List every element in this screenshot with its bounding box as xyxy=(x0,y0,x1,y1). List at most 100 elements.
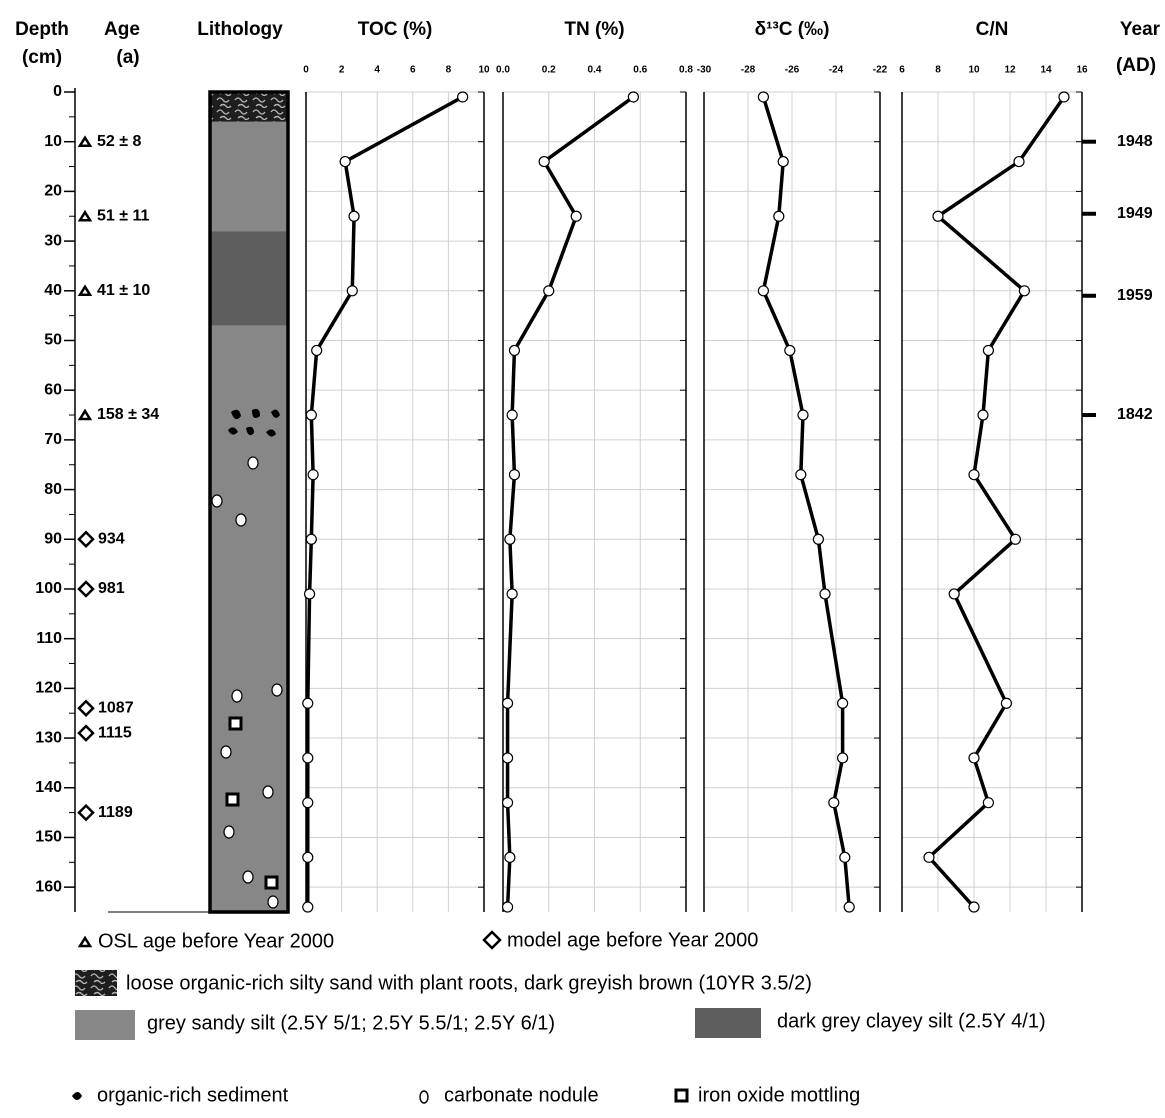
x-tick-label: 0.8 xyxy=(679,65,693,76)
y-tick-label: 30 xyxy=(44,232,62,249)
lithology-frame xyxy=(208,90,290,914)
data-point xyxy=(305,533,317,545)
data-point xyxy=(302,851,314,863)
data-point xyxy=(828,797,840,809)
data-point xyxy=(777,155,789,168)
data-point xyxy=(1013,155,1025,168)
y-tick-label: 100 xyxy=(35,580,62,597)
x-tick-label: -28 xyxy=(741,65,756,76)
legend-label: dark grey clayey silt (2.5Y 4/1) xyxy=(777,1010,1046,1032)
data-point xyxy=(948,588,960,600)
y-tick-label: 80 xyxy=(44,481,62,498)
x-tick-label: -30 xyxy=(697,65,712,76)
lithology-layer xyxy=(210,121,288,232)
y-tick-label: 10 xyxy=(44,133,62,150)
y-tick-label: 150 xyxy=(35,829,62,846)
model-age-marker xyxy=(77,803,95,822)
data-point xyxy=(819,588,831,600)
y-tick-label: 90 xyxy=(44,530,62,547)
lithology-column xyxy=(208,90,290,914)
osl-age-label: 41 ± 10 xyxy=(97,282,150,299)
x-tick-label: -26 xyxy=(785,65,800,76)
model-age-label: 1087 xyxy=(98,699,134,716)
lithology-layer xyxy=(210,231,288,326)
data-point xyxy=(757,285,770,297)
model-age-marker xyxy=(77,580,95,598)
data-point xyxy=(812,533,825,545)
header: Age xyxy=(104,19,140,40)
data-point xyxy=(501,752,514,764)
data-point xyxy=(311,344,323,357)
data-point xyxy=(348,210,360,222)
data-point xyxy=(504,851,516,863)
data-point xyxy=(839,851,851,863)
legend-symbol xyxy=(482,930,502,950)
data-point xyxy=(457,91,469,103)
data-point xyxy=(543,285,555,297)
data-point xyxy=(1058,91,1070,103)
data-point xyxy=(977,409,989,421)
x-tick-label: 0.2 xyxy=(542,65,556,76)
data-point xyxy=(1000,697,1013,709)
data-point xyxy=(346,285,358,297)
legend-label: model age before Year 2000 xyxy=(507,929,758,951)
data-point xyxy=(968,752,980,764)
data-point xyxy=(501,901,514,913)
y-tick-label: 0 xyxy=(53,83,62,100)
x-tick-label: 10 xyxy=(478,65,490,76)
model-age-marker xyxy=(77,724,95,742)
header: (a) xyxy=(116,47,139,68)
data-point xyxy=(508,469,521,481)
osl-age-marker xyxy=(77,284,93,297)
lithology-layer xyxy=(210,92,288,122)
data-point xyxy=(302,797,314,809)
panel-title: C/N xyxy=(976,19,1009,40)
year-label: 1842 xyxy=(1117,406,1153,423)
year-label: 1959 xyxy=(1117,287,1153,304)
x-tick-label: 0 xyxy=(303,65,309,76)
data-point xyxy=(1018,285,1031,297)
lithology-layer xyxy=(210,325,288,912)
year-label: 1948 xyxy=(1117,133,1153,150)
data-point xyxy=(932,210,944,222)
data-point xyxy=(339,155,351,168)
data-point xyxy=(305,409,317,421)
data-point xyxy=(836,752,849,764)
legend-symbol xyxy=(77,935,93,948)
profile-line xyxy=(927,95,1066,909)
x-tick-label: 14 xyxy=(1040,65,1052,76)
data-point xyxy=(627,91,639,103)
data-point xyxy=(538,155,550,168)
data-point xyxy=(508,344,521,357)
header: (AD) xyxy=(1116,55,1156,76)
model-age-marker xyxy=(77,530,95,549)
data-point xyxy=(968,469,980,481)
panel-title: δ¹³C (‰) xyxy=(755,19,830,40)
header: (cm) xyxy=(22,47,62,68)
legend-swatch xyxy=(75,1010,135,1040)
data-point xyxy=(506,588,518,600)
x-tick-label: 0.4 xyxy=(588,65,602,76)
data-point xyxy=(795,469,807,481)
legend-label: loose organic-rich silty sand with plant… xyxy=(126,972,812,994)
osl-age-marker xyxy=(77,135,93,147)
lithology-symbols xyxy=(211,408,283,909)
panel-title: TN (%) xyxy=(564,19,624,40)
header: Year xyxy=(1120,19,1161,40)
data-point xyxy=(307,469,319,481)
legend-symbol xyxy=(674,1088,689,1103)
profile-line xyxy=(761,96,851,908)
x-tick-label: 8 xyxy=(446,65,452,76)
data-point xyxy=(501,697,514,709)
panel-title: TOC (%) xyxy=(358,19,433,40)
data-point xyxy=(501,797,514,809)
model-age-label: 1115 xyxy=(98,724,132,741)
y-tick-label: 60 xyxy=(44,381,62,398)
legend: OSL age before Year 2000 model age befor… xyxy=(72,929,1046,1106)
y-tick-label: 20 xyxy=(44,183,62,200)
legend-label: carbonate nodule xyxy=(444,1084,599,1106)
legend-symbol xyxy=(72,1092,82,1100)
profile-line xyxy=(505,95,635,908)
legend-label: grey sandy silt (2.5Y 5/1; 2.5Y 5.5/1; 2… xyxy=(147,1012,555,1034)
